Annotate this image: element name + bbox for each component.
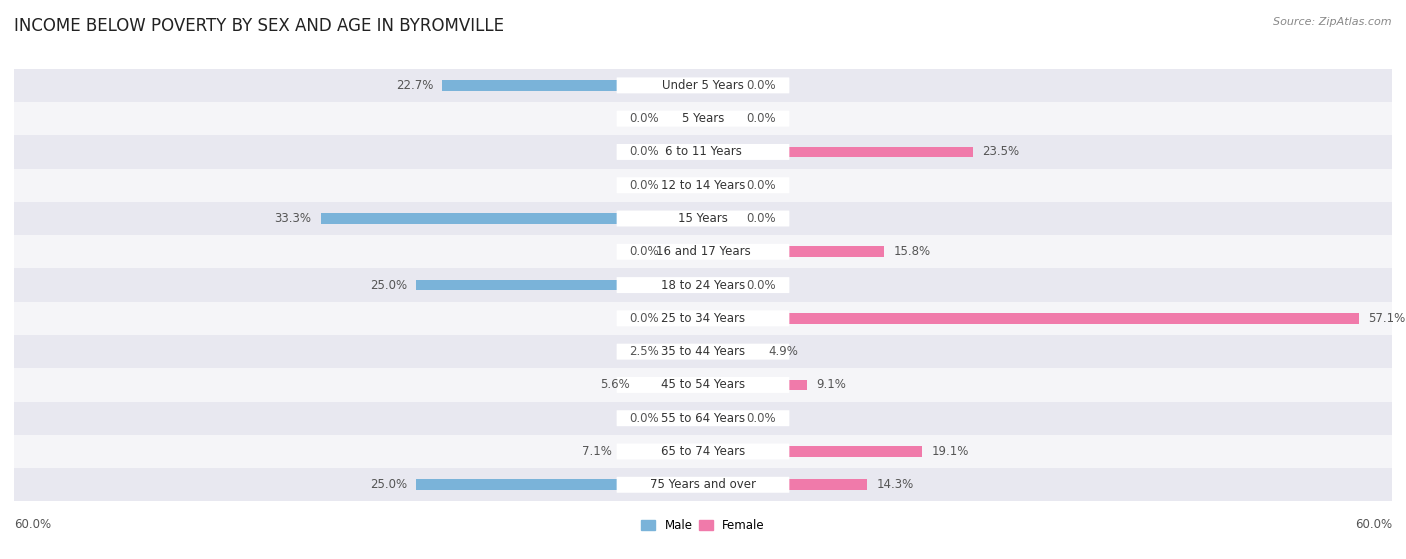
Bar xyxy=(703,247,884,257)
Text: 6 to 11 Years: 6 to 11 Years xyxy=(665,145,741,158)
Text: Source: ZipAtlas.com: Source: ZipAtlas.com xyxy=(1274,17,1392,27)
Text: 4.9%: 4.9% xyxy=(769,345,799,358)
Text: 0.0%: 0.0% xyxy=(630,412,659,425)
Bar xyxy=(703,347,759,357)
Bar xyxy=(14,102,1392,135)
FancyBboxPatch shape xyxy=(617,177,789,193)
Text: 16 and 17 Years: 16 and 17 Years xyxy=(655,245,751,258)
Bar xyxy=(14,435,1392,468)
Text: 0.0%: 0.0% xyxy=(630,245,659,258)
Bar xyxy=(14,235,1392,268)
Text: 25.0%: 25.0% xyxy=(370,479,406,491)
Bar xyxy=(14,468,1392,501)
Bar xyxy=(703,313,1358,324)
Bar xyxy=(669,180,703,191)
Text: 0.0%: 0.0% xyxy=(747,212,776,225)
Bar xyxy=(669,113,703,124)
Text: 45 to 54 Years: 45 to 54 Years xyxy=(661,378,745,391)
Text: 0.0%: 0.0% xyxy=(630,145,659,158)
FancyBboxPatch shape xyxy=(617,244,789,260)
Text: 9.1%: 9.1% xyxy=(817,378,846,391)
Bar xyxy=(703,213,738,224)
FancyBboxPatch shape xyxy=(617,410,789,426)
Text: 12 to 14 Years: 12 to 14 Years xyxy=(661,179,745,192)
Bar xyxy=(416,480,703,490)
Bar xyxy=(669,347,703,357)
Text: 5 Years: 5 Years xyxy=(682,112,724,125)
Text: Under 5 Years: Under 5 Years xyxy=(662,79,744,92)
Bar xyxy=(669,146,703,157)
Text: 7.1%: 7.1% xyxy=(582,445,612,458)
Text: 35 to 44 Years: 35 to 44 Years xyxy=(661,345,745,358)
Text: INCOME BELOW POVERTY BY SEX AND AGE IN BYROMVILLE: INCOME BELOW POVERTY BY SEX AND AGE IN B… xyxy=(14,17,505,35)
Bar xyxy=(669,413,703,424)
Bar xyxy=(703,113,738,124)
FancyBboxPatch shape xyxy=(617,477,789,493)
Bar xyxy=(621,446,703,457)
Text: 0.0%: 0.0% xyxy=(630,179,659,192)
Text: 0.0%: 0.0% xyxy=(630,312,659,325)
Text: 0.0%: 0.0% xyxy=(747,112,776,125)
Text: 55 to 64 Years: 55 to 64 Years xyxy=(661,412,745,425)
Text: 57.1%: 57.1% xyxy=(1368,312,1405,325)
FancyBboxPatch shape xyxy=(617,77,789,93)
Text: 23.5%: 23.5% xyxy=(981,145,1019,158)
Bar xyxy=(703,380,807,390)
Text: 5.6%: 5.6% xyxy=(600,378,630,391)
Text: 60.0%: 60.0% xyxy=(1355,518,1392,531)
FancyBboxPatch shape xyxy=(617,377,789,393)
Bar xyxy=(703,180,738,191)
FancyBboxPatch shape xyxy=(617,211,789,226)
Text: 0.0%: 0.0% xyxy=(747,79,776,92)
Bar xyxy=(14,268,1392,302)
Text: 2.5%: 2.5% xyxy=(630,345,659,358)
Bar xyxy=(669,313,703,324)
Legend: Male, Female: Male, Female xyxy=(637,514,769,537)
Bar xyxy=(703,280,738,291)
FancyBboxPatch shape xyxy=(617,443,789,459)
Bar xyxy=(638,380,703,390)
Text: 25.0%: 25.0% xyxy=(370,278,406,292)
Text: 15.8%: 15.8% xyxy=(894,245,931,258)
Text: 65 to 74 Years: 65 to 74 Years xyxy=(661,445,745,458)
Text: 25 to 34 Years: 25 to 34 Years xyxy=(661,312,745,325)
FancyBboxPatch shape xyxy=(617,111,789,127)
FancyBboxPatch shape xyxy=(617,310,789,326)
Bar xyxy=(14,135,1392,169)
Text: 15 Years: 15 Years xyxy=(678,212,728,225)
Bar xyxy=(416,280,703,291)
Bar xyxy=(14,302,1392,335)
Bar xyxy=(14,69,1392,102)
Bar xyxy=(669,247,703,257)
Text: 60.0%: 60.0% xyxy=(14,518,51,531)
FancyBboxPatch shape xyxy=(617,344,789,359)
FancyBboxPatch shape xyxy=(617,277,789,293)
Bar xyxy=(703,146,973,157)
Bar xyxy=(703,480,868,490)
Bar xyxy=(443,80,703,91)
Text: 18 to 24 Years: 18 to 24 Years xyxy=(661,278,745,292)
Text: 19.1%: 19.1% xyxy=(932,445,969,458)
Text: 75 Years and over: 75 Years and over xyxy=(650,479,756,491)
Bar xyxy=(703,446,922,457)
Bar xyxy=(14,368,1392,401)
Bar xyxy=(14,401,1392,435)
Text: 22.7%: 22.7% xyxy=(396,79,433,92)
FancyBboxPatch shape xyxy=(617,144,789,160)
Text: 14.3%: 14.3% xyxy=(876,479,914,491)
Text: 0.0%: 0.0% xyxy=(747,412,776,425)
Bar xyxy=(14,202,1392,235)
Bar xyxy=(321,213,703,224)
Bar xyxy=(14,335,1392,368)
Text: 0.0%: 0.0% xyxy=(747,278,776,292)
Bar xyxy=(703,413,738,424)
Bar xyxy=(14,169,1392,202)
Bar xyxy=(703,80,738,91)
Text: 33.3%: 33.3% xyxy=(274,212,312,225)
Text: 0.0%: 0.0% xyxy=(747,179,776,192)
Text: 0.0%: 0.0% xyxy=(630,112,659,125)
